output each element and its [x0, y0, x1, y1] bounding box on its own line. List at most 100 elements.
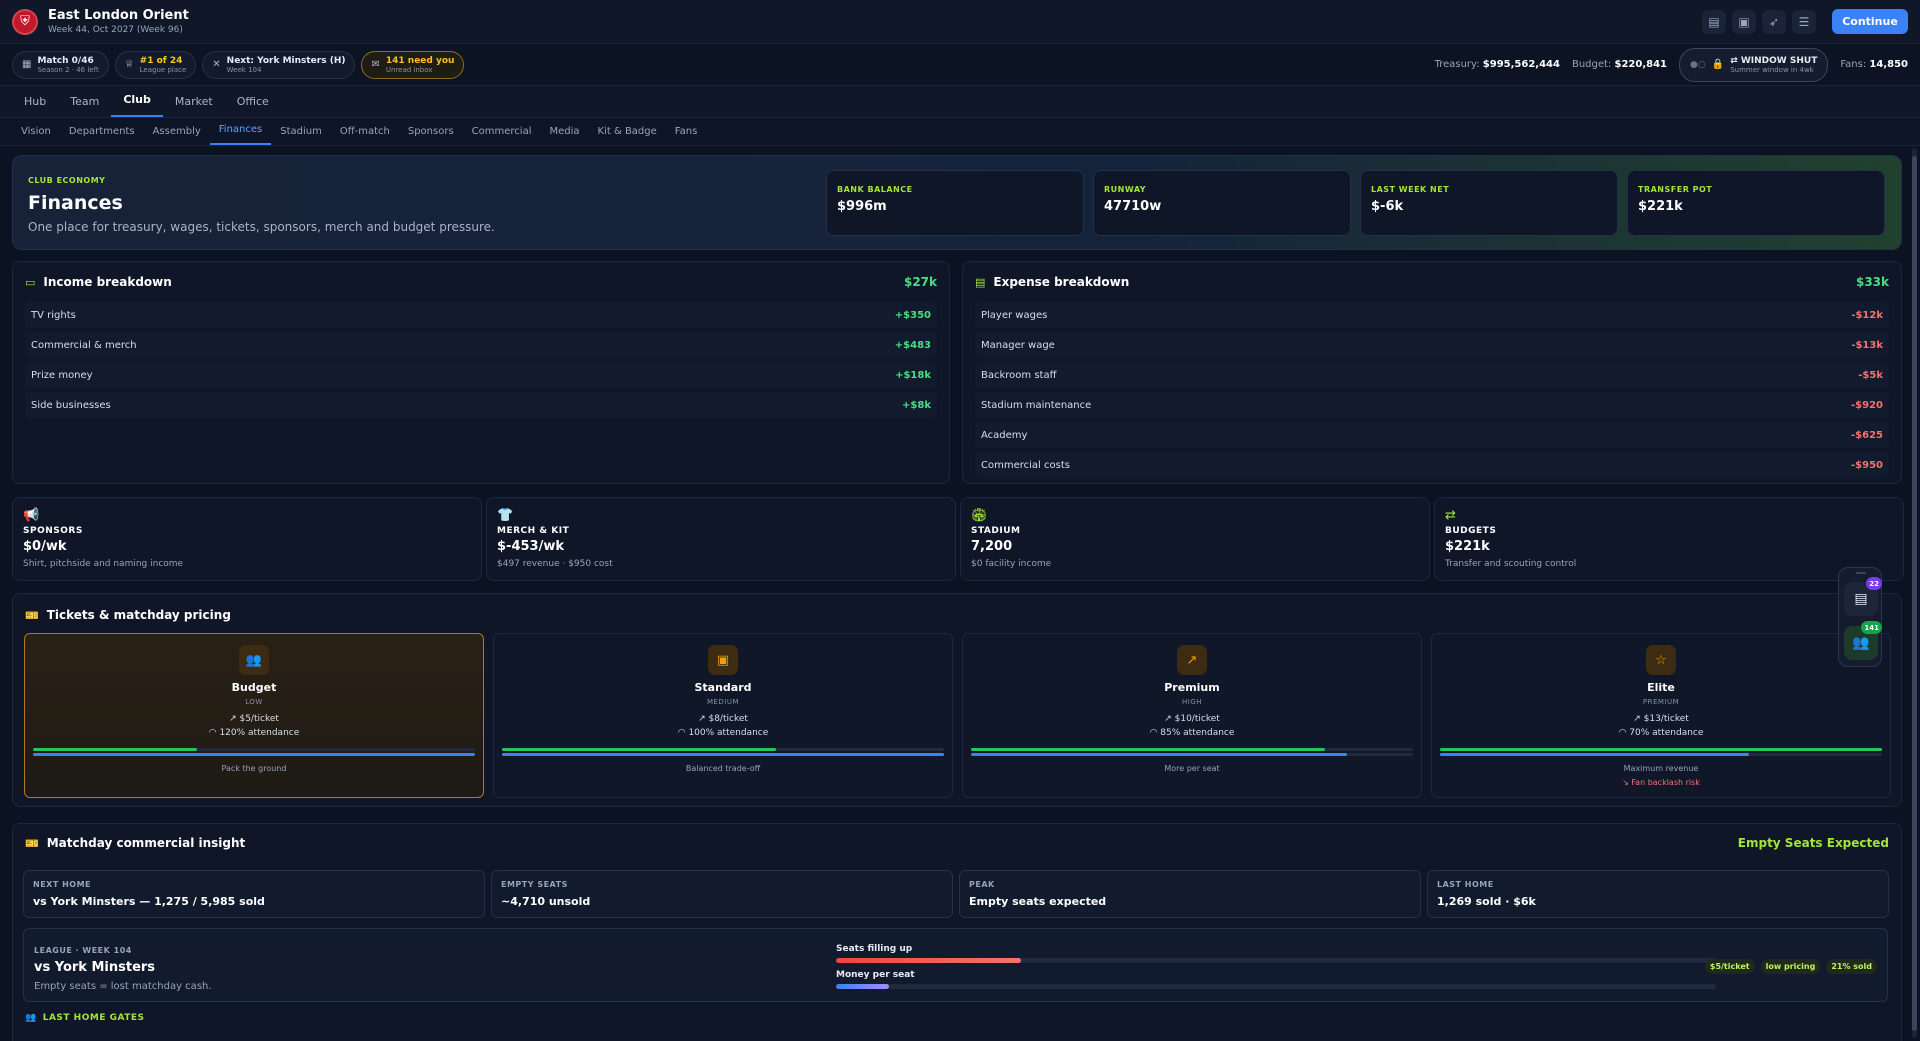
subtab-vision[interactable]: Vision — [21, 126, 51, 137]
tier-card-budget[interactable]: 👥 Budget LOW ↗ $5/ticket ◠ 120% attendance Pa… — [24, 633, 484, 798]
last-home-box: LAST HOME 1,269 sold · $6k — [1427, 870, 1889, 918]
last-home-gates-header: 👥 LAST HOME GATES — [25, 1013, 145, 1023]
mini-label: STADIUM — [971, 526, 1021, 536]
dock-clipboard-button[interactable]: ▤ 22 — [1844, 577, 1882, 616]
seats-filling-fill — [836, 958, 1021, 963]
sliders-icon[interactable]: ☰ — [1792, 9, 1816, 34]
income-row-label: TV rights — [31, 309, 76, 321]
subtab-commercial[interactable]: Commercial — [471, 126, 532, 137]
inbox-icon: ✉ — [371, 59, 380, 70]
income-row-label: Prize money — [31, 369, 93, 381]
next-match-pill[interactable]: ✕ Next: York Minsters (H) Week 104 — [202, 50, 356, 79]
box-label: PEAK — [969, 880, 995, 889]
league-place: #1 of 24 — [139, 55, 183, 66]
hero-kicker: CLUB ECONOMY — [28, 176, 106, 185]
people-icon: 👥 — [239, 645, 269, 675]
match-pill[interactable]: ▦ Match 0/46 Season 2 · 46 left — [12, 50, 109, 79]
people-icon: 👥 — [25, 1013, 37, 1023]
toggle-icon: ●○ — [1690, 59, 1706, 70]
expense-row-value: -$625 — [1851, 429, 1883, 441]
income-row: Commercial & merch +$483 — [25, 332, 937, 358]
insight-header: 🎫 Matchday commercial insight — [25, 836, 245, 850]
tab-team[interactable]: Team — [70, 95, 100, 108]
subtab-assembly[interactable]: Assembly — [152, 126, 201, 137]
next-home-box: NEXT HOME vs York Minsters — 1,275 / 5,9… — [23, 870, 485, 918]
tier-card-premium[interactable]: ↗ Premium HIGH ↗ $10/ticket ◠ 85% attendance… — [962, 633, 1422, 798]
subtab-finances[interactable]: Finances — [209, 124, 272, 145]
tab-club[interactable]: Club — [111, 93, 163, 117]
kpi-label: TRANSFER POT — [1638, 185, 1713, 194]
transfer-window-pill[interactable]: ●○ 🔒 ⇄ WINDOW SHUT Summer window in 4wk — [1679, 47, 1829, 82]
tier-attendance: ◠ 70% attendance — [1618, 728, 1704, 738]
tier-card-standard[interactable]: ▣ Standard MEDIUM ↗ $8/ticket ◠ 100% attenda… — [493, 633, 953, 798]
expense-row-value: -$950 — [1851, 459, 1883, 471]
page-scrollbar[interactable] — [1912, 148, 1917, 1038]
club-week: Week 44, Oct 2027 (Week 96) — [48, 25, 183, 35]
expense-row: Stadium maintenance -$920 — [975, 392, 1889, 418]
top-bar: ⛨ East London Orient Week 44, Oct 2027 (… — [0, 0, 1920, 44]
transfer-arrows-icon: ⇄ — [1445, 508, 1456, 523]
league-pill[interactable]: ♕ #1 of 24 League place — [114, 50, 197, 79]
finances-hero: CLUB ECONOMY Finances One place for trea… — [12, 155, 1902, 250]
mini-value: $221k — [1445, 539, 1490, 554]
tier-price: ↗ $5/ticket — [229, 714, 279, 724]
merch-kit-card[interactable]: 👕 MERCH & KIT $-453/wk $497 revenue · $9… — [486, 497, 956, 581]
peak-box: PEAK Empty seats expected — [959, 870, 1421, 918]
tier-name: Premium — [1164, 681, 1220, 694]
tier-price: ↗ $8/ticket — [698, 714, 748, 724]
subtab-stadium[interactable]: Stadium — [280, 126, 322, 137]
trend-up-icon: ↗ — [1177, 645, 1207, 675]
stadium-card[interactable]: 🏟 STADIUM 7,200 $0 facility income — [960, 497, 1430, 581]
club-title-block: East London Orient Week 44, Oct 2027 (We… — [38, 8, 189, 35]
league-place-label: League place — [139, 65, 187, 74]
floating-dock: ▤ 22 👥 141 — [1838, 567, 1882, 667]
continue-button[interactable]: Continue — [1832, 9, 1908, 34]
clipboard-icon[interactable]: ▤ — [1702, 9, 1726, 34]
inbox-label: Unread inbox — [385, 65, 433, 74]
expense-header: ▤ Expense breakdown — [975, 275, 1129, 289]
inbox-pill[interactable]: ✉ 141 need you Unread inbox — [361, 50, 465, 79]
scrollbar-thumb[interactable] — [1912, 156, 1917, 1031]
calendar-icon: ▦ — [22, 59, 32, 70]
tier-level: HIGH — [1181, 698, 1203, 706]
expense-card: ▤ Expense breakdown $33k Player wages -$12… — [962, 261, 1902, 484]
expense-row-value: -$13k — [1851, 339, 1883, 351]
badge-icon[interactable]: ▣ — [1732, 9, 1756, 34]
subtab-sponsors[interactable]: Sponsors — [407, 126, 454, 137]
rocket-icon[interactable]: ➶ — [1762, 9, 1786, 34]
income-row: TV rights +$350 — [25, 302, 937, 328]
box-value: Empty seats expected — [969, 895, 1107, 908]
tab-market[interactable]: Market — [174, 95, 213, 108]
star-icon: ☆ — [1646, 645, 1676, 675]
window-sub: Summer window in 4wk — [1730, 65, 1814, 74]
tab-office[interactable]: Office — [236, 95, 269, 108]
tab-hub[interactable]: Hub — [24, 95, 47, 108]
subtab-off-match[interactable]: Off-match — [339, 126, 390, 137]
dock-people-button[interactable]: 👥 141 — [1844, 621, 1882, 660]
expense-row: Commercial costs -$950 — [975, 452, 1889, 478]
tier-caption: Pack the ground — [221, 764, 287, 773]
box-value: vs York Minsters — 1,275 / 5,985 sold — [33, 895, 265, 908]
page-title: Finances — [28, 192, 123, 214]
kpi-transfer-pot: TRANSFER POT $221k — [1627, 170, 1885, 236]
income-row-label: Side businesses — [31, 399, 111, 411]
subtab-fans[interactable]: Fans — [674, 126, 698, 137]
drag-handle[interactable] — [1856, 572, 1866, 574]
tier-card-elite[interactable]: ☆ Elite PREMIUM ↗ $13/ticket ◠ 70% attendanc… — [1431, 633, 1891, 798]
match-title: vs York Minsters — [34, 960, 156, 975]
budgets-card[interactable]: ⇄ BUDGETS $221k Transfer and scouting co… — [1434, 497, 1904, 581]
mini-label: BUDGETS — [1445, 526, 1497, 536]
expense-row: Academy -$625 — [975, 422, 1889, 448]
income-row-value: +$483 — [894, 339, 931, 351]
tier-caption: Balanced trade-off — [685, 764, 761, 773]
tier-bar-blue — [502, 753, 944, 756]
tier-price: ↗ $10/ticket — [1164, 714, 1220, 724]
subtab-departments[interactable]: Departments — [68, 126, 135, 137]
main-nav: Hub Team Club Market Office — [0, 86, 1920, 118]
tier-name: Elite — [1647, 681, 1675, 694]
subtab-kit-badge[interactable]: Kit & Badge — [597, 126, 657, 137]
income-card: ▭ Income breakdown $27k TV rights +$350 Com… — [12, 261, 950, 484]
clipboard-icon: ▤ — [1854, 591, 1868, 607]
subtab-media[interactable]: Media — [549, 126, 580, 137]
sponsors-card[interactable]: 📢 SPONSORS $0/wk Shirt, pitchside and na… — [12, 497, 482, 581]
